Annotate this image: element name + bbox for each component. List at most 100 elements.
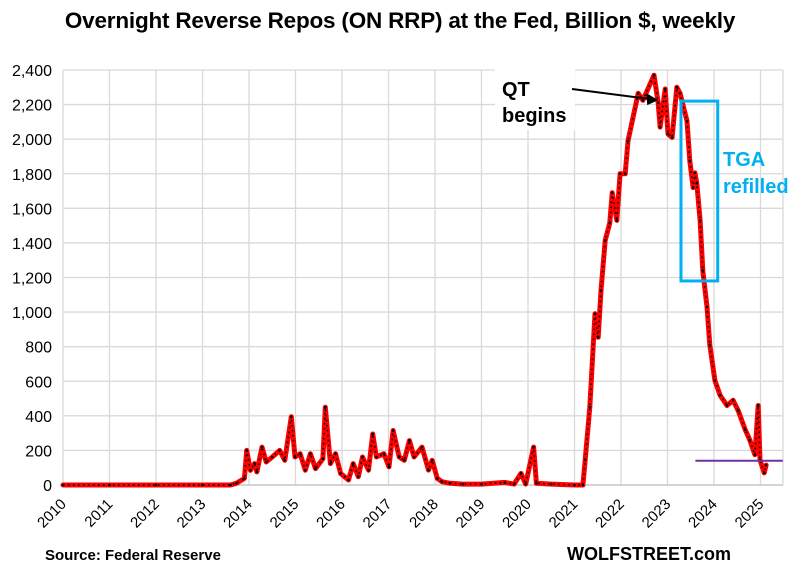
data-point — [430, 458, 434, 462]
y-tick-label: 1,400 — [12, 236, 52, 253]
x-tick-label: 2014 — [220, 496, 256, 532]
data-point — [656, 101, 660, 105]
y-tick-label: 0 — [43, 478, 52, 495]
data-point — [347, 478, 350, 482]
data-point — [596, 335, 600, 339]
data-point — [670, 136, 674, 139]
x-tick-label: 2021 — [546, 496, 582, 532]
x-tick-label: 2012 — [127, 496, 163, 532]
data-point — [255, 470, 259, 474]
data-point — [675, 85, 679, 89]
data-point — [303, 468, 307, 472]
qt-label-background — [495, 68, 575, 130]
data-point — [403, 458, 406, 462]
data-point — [278, 449, 281, 452]
data-point — [371, 432, 374, 436]
data-point — [691, 186, 695, 189]
data-point — [713, 379, 717, 382]
x-tick-label: 2022 — [592, 496, 628, 532]
data-point — [391, 429, 395, 432]
series-line — [60, 72, 769, 488]
data-point — [264, 460, 268, 464]
data-point — [245, 449, 248, 452]
data-point — [253, 462, 256, 465]
y-tick-label: 1,200 — [12, 271, 52, 288]
data-point — [249, 469, 252, 472]
qt-arrow-line — [571, 88, 651, 101]
data-point — [397, 455, 401, 459]
x-tick-label: 2025 — [732, 496, 768, 532]
data-point — [283, 458, 287, 462]
data-point — [524, 482, 527, 486]
data-point — [334, 452, 337, 456]
qt-label-line2: begins — [502, 105, 566, 127]
data-point — [652, 73, 656, 77]
data-point — [636, 92, 640, 95]
data-point — [549, 482, 553, 486]
y-tick-label: 2,400 — [12, 63, 52, 80]
y-tick-label: 1,800 — [12, 167, 52, 184]
data-point — [762, 471, 766, 475]
data-point — [532, 445, 535, 449]
data-point — [693, 171, 697, 175]
data-point — [764, 463, 768, 467]
data-point — [705, 305, 709, 309]
data-point — [321, 457, 325, 461]
data-point — [753, 453, 757, 457]
y-tick-label: 2,000 — [12, 132, 52, 149]
data-point — [736, 409, 740, 412]
data-point — [743, 428, 747, 431]
data-point — [356, 475, 360, 479]
data-point — [427, 468, 430, 472]
x-tick-label: 2024 — [685, 496, 721, 532]
data-point — [663, 87, 667, 91]
data-point — [298, 452, 302, 456]
data-point — [235, 481, 238, 485]
data-point — [581, 483, 585, 487]
data-point — [440, 480, 444, 484]
data-point — [615, 219, 619, 222]
x-tick-label: 2020 — [499, 496, 535, 532]
data-point — [603, 239, 607, 242]
data-point — [626, 139, 630, 143]
tga-box — [679, 99, 720, 283]
data-point — [503, 481, 507, 484]
data-point — [725, 404, 729, 407]
data-point — [701, 269, 705, 272]
data-point — [573, 483, 576, 487]
data-point — [329, 462, 332, 465]
x-tick-label: 2011 — [81, 496, 116, 531]
data-point — [436, 477, 439, 480]
data-point — [658, 125, 662, 129]
x-tick-label: 2016 — [313, 496, 349, 532]
data-point — [583, 458, 587, 462]
qt-label-line1: QT — [502, 79, 530, 101]
data-point — [420, 445, 424, 449]
data-point — [748, 438, 752, 442]
x-tick-label: 2023 — [639, 496, 675, 532]
data-point — [519, 472, 523, 475]
data-point — [387, 465, 391, 469]
source-note: Source: Federal Reserve — [45, 547, 221, 564]
brand-label: WOLFSTREET.com — [567, 544, 732, 564]
x-tick-label: 2019 — [453, 496, 489, 532]
data-point — [618, 172, 622, 176]
y-tick-label: 2,200 — [12, 98, 52, 115]
data-point — [718, 393, 722, 397]
data-point — [448, 481, 452, 485]
data-point — [293, 455, 297, 459]
data-point — [290, 415, 293, 418]
data-point — [243, 477, 246, 480]
data-point — [588, 405, 592, 409]
data-point — [623, 172, 627, 176]
data-point — [229, 483, 232, 487]
data-point — [367, 468, 370, 472]
data-point — [731, 398, 735, 402]
data-point — [351, 462, 355, 465]
y-tick-label: 1,000 — [12, 305, 52, 322]
x-tick-label: 2017 — [360, 496, 396, 532]
data-point — [593, 312, 597, 316]
data-point — [608, 221, 612, 225]
data-point — [382, 452, 386, 456]
